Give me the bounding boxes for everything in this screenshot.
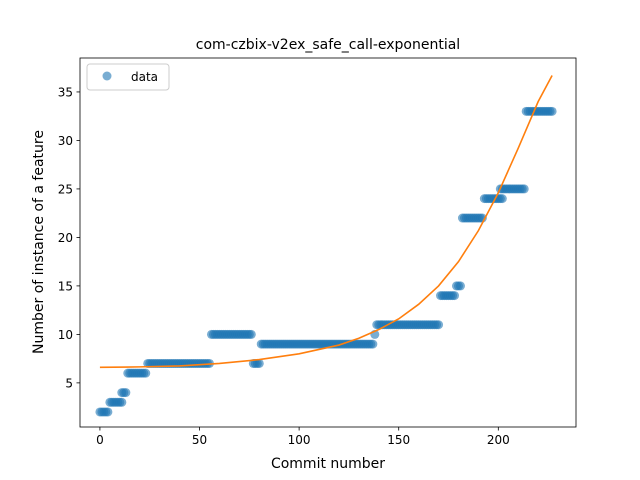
x-tick-label: 100 [288,433,311,447]
y-axis-label: Number of instance of a feature [31,130,47,354]
data-point [121,388,131,398]
y-tick-label: 15 [58,279,73,293]
data-point [368,339,378,349]
y-tick-label: 25 [58,182,73,196]
data-point [455,281,465,291]
data-point [519,184,529,194]
data-point [434,320,444,330]
data-point [449,291,459,301]
data-point [246,329,256,339]
data-point [254,358,264,368]
y-tick-label: 10 [58,328,73,342]
y-tick-label: 35 [58,85,73,99]
data-point [141,368,151,378]
axes: 0 50 100 150 200 5 10 15 20 25 30 35 [58,57,577,447]
plot-area [95,75,557,417]
data-point [547,106,557,116]
legend: data [86,63,170,91]
data-point [117,397,127,407]
data-series [95,106,557,417]
chart-title: com-czbix-v2ex_safe_call-exponential [196,37,460,53]
legend-data-label: data [131,70,158,84]
legend-box [86,63,170,91]
data-point [103,407,113,417]
x-axis-label: Commit number [271,456,385,472]
axes-frame [79,57,577,428]
x-tick-label: 50 [192,433,207,447]
y-tick-label: 20 [58,231,73,245]
legend-data-marker [102,71,112,81]
y-tick-label: 30 [58,134,73,148]
y-tick-label: 5 [65,376,73,390]
fit-line [99,75,553,369]
x-tick-label: 150 [387,433,410,447]
data-point [497,194,507,204]
x-tick-label: 0 [96,433,104,447]
x-tick-label: 200 [487,433,510,447]
